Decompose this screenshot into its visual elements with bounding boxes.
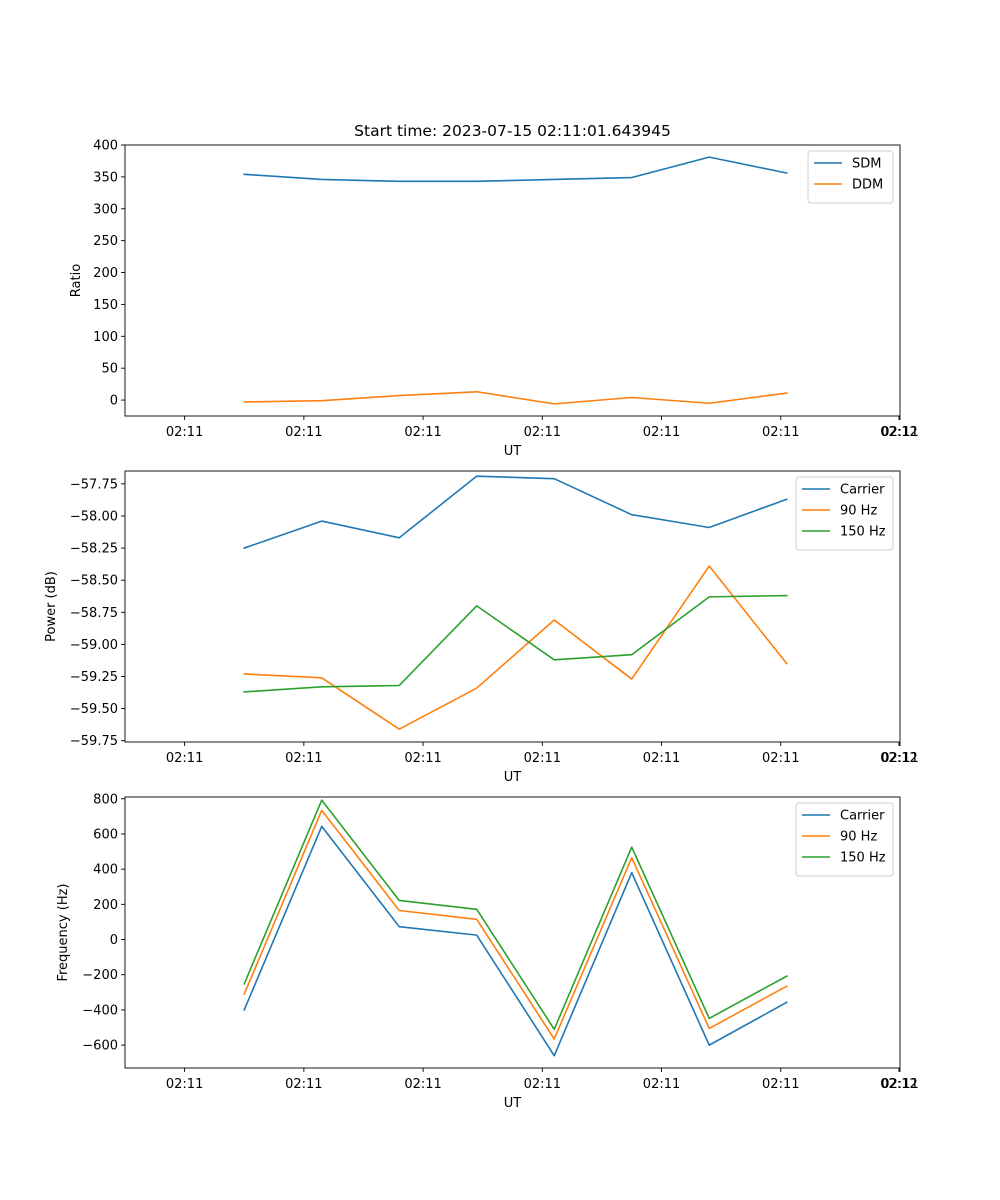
ratio-legend-label-sdm: SDM <box>852 157 881 172</box>
frequency-y-tick-label: 400 <box>93 863 118 878</box>
ratio-y-tick-label: 50 <box>101 362 118 377</box>
frequency-x-tick-label: 02:12 <box>880 1077 917 1092</box>
power-x-tick-label: 02:11 <box>762 751 799 766</box>
power-y-axis-label: Power (dB) <box>44 571 59 642</box>
frequency-y-tick-label: −200 <box>82 968 118 983</box>
power-x-tick-label: 02:11 <box>166 751 203 766</box>
power-panel: −59.75 −59.50 −59.25 −59.00 −58.75 −58.50 −58.… <box>44 470 919 785</box>
ratio-x-tick-label: 02:11 <box>643 425 680 440</box>
ratio-series-sdm-line <box>243 156 788 183</box>
ratio-x-tick-label: 02:11 <box>285 425 322 440</box>
ratio-y-tick-label: 350 <box>93 170 118 185</box>
ratio-y-tick-label: 200 <box>93 266 118 281</box>
power-y-tick-label: −57.75 <box>70 477 118 492</box>
ratio-series-ddm-line <box>243 390 788 405</box>
frequency-x-tick-label: 02:11 <box>404 1077 441 1092</box>
power-y-tick-label: −59.00 <box>70 638 118 653</box>
frequency-y-axis-label: Frequency (Hz) <box>56 883 71 981</box>
ratio-x-tick-label: 02:11 <box>762 425 799 440</box>
ratio-x-axis-label: UT <box>504 444 522 459</box>
ratio-x-tick-label: 02:11 <box>524 425 561 440</box>
power-x-tick-label: 02:11 <box>643 751 680 766</box>
power-y-tick-label: −58.25 <box>70 542 118 557</box>
power-y-tick-label: −58.50 <box>70 574 118 589</box>
frequency-y-tick-label: 800 <box>93 792 118 807</box>
frequency-panel: −600 −400 −200 0 200 400 600 800 02:11 02:11 02:11… <box>56 792 919 1111</box>
frequency-y-tick-label: 600 <box>93 827 118 842</box>
frequency-x-axis-label: UT <box>504 1096 522 1111</box>
frequency-y-tick-label: −400 <box>82 1003 118 1018</box>
frequency-y-tick-label: 0 <box>110 933 118 948</box>
power-legend-label-150-hz: 150 Hz <box>840 525 886 540</box>
power-x-tick-label: 02:11 <box>524 751 561 766</box>
ratio-x-tick-label: 02:12 <box>880 425 917 440</box>
ratio-axes-frame <box>124 144 901 417</box>
power-y-tick-label: −59.50 <box>70 702 118 717</box>
frequency-legend-label-90-hz: 90 Hz <box>840 830 877 845</box>
frequency-x-tick-label: 02:11 <box>166 1077 203 1092</box>
power-y-tick-label: −59.25 <box>70 670 118 685</box>
frequency-x-tick-label: 02:11 <box>524 1077 561 1092</box>
ratio-y-tick-label: 150 <box>93 298 118 313</box>
figure-title: Start time: 2023-07-15 02:11:01.643945 <box>354 122 671 140</box>
ratio-y-tick-label: 0 <box>110 394 118 409</box>
frequency-x-tick-label: 02:11 <box>643 1077 680 1092</box>
power-legend: Carrier 90 Hz 150 Hz <box>795 476 894 551</box>
power-legend-label-90-hz: 90 Hz <box>840 504 877 519</box>
ratio-x-tick-label: 02:11 <box>881 425 918 440</box>
power-x-axis-label: UT <box>504 770 522 785</box>
power-y-tick-label: −58.75 <box>70 606 118 621</box>
ratio-legend-label-ddm: DDM <box>852 178 883 193</box>
frequency-series-150-hz-line <box>243 799 788 1031</box>
power-series-carrier-line <box>243 475 788 550</box>
frequency-x-tick-label: 02:11 <box>762 1077 799 1092</box>
ratio-y-tick-label: 300 <box>93 202 118 217</box>
frequency-legend: Carrier 90 Hz 150 Hz <box>795 802 894 877</box>
power-x-tick-label: 02:11 <box>881 751 918 766</box>
power-x-tick-label: 02:11 <box>285 751 322 766</box>
frequency-x-tick-label: 02:11 <box>285 1077 322 1092</box>
frequency-axes-frame <box>124 796 901 1069</box>
frequency-legend-label-150-hz: 150 Hz <box>840 851 886 866</box>
power-y-tick-label: −59.75 <box>70 734 118 749</box>
frequency-y-tick-label: 200 <box>93 898 118 913</box>
power-legend-label-carrier: Carrier <box>840 483 885 498</box>
ratio-legend: SDM DDM <box>807 150 894 204</box>
ratio-x-tick-label: 02:11 <box>404 425 441 440</box>
ratio-legend-box <box>807 150 894 204</box>
power-x-tick-label: 02:11 <box>404 751 441 766</box>
ratio-y-tick-label: 250 <box>93 234 118 249</box>
power-x-tick-label: 02:12 <box>880 751 917 766</box>
power-axes-frame <box>124 470 901 743</box>
frequency-x-tick-label: 02:11 <box>881 1077 918 1092</box>
frequency-legend-label-carrier: Carrier <box>840 809 885 824</box>
ratio-y-tick-label: 400 <box>93 139 118 154</box>
frequency-series-carrier-line <box>243 825 788 1057</box>
ratio-y-axis-label: Ratio <box>69 264 84 297</box>
ratio-x-tick-label: 02:11 <box>166 425 203 440</box>
ratio-y-tick-label: 100 <box>93 330 118 345</box>
frequency-y-tick-label: −600 <box>82 1039 118 1054</box>
power-y-tick-label: −58.00 <box>70 509 118 524</box>
power-series-150-hz-line <box>243 594 788 693</box>
frequency-series-90-hz-line <box>243 809 788 1040</box>
